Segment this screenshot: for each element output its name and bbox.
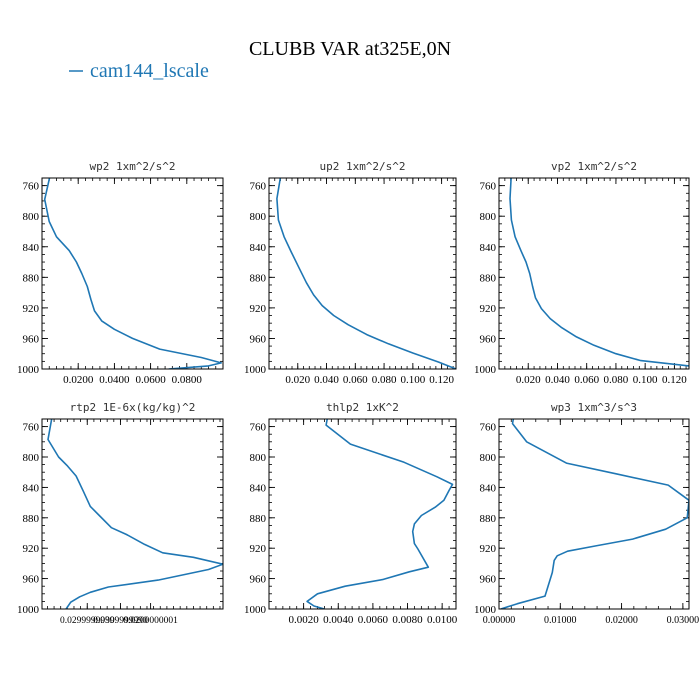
plot-frame [268, 418, 457, 610]
series-line [47, 419, 223, 609]
y-tick-label: 840 [23, 242, 40, 254]
x-tick-label: 0.0299999990 [60, 616, 115, 626]
y-tick-label: 760 [23, 181, 40, 193]
series-line [43, 178, 222, 369]
y-tick-label: 1000 [474, 364, 497, 376]
y-tick-label: 840 [23, 482, 40, 494]
y-tick-label: 880 [480, 272, 497, 284]
y-tick-label: 1000 [17, 604, 40, 616]
y-tick-label: 880 [250, 513, 267, 525]
x-tick-label: 0.0020 [289, 614, 320, 626]
plot-frame [498, 418, 690, 610]
y-tick-label: 960 [480, 574, 497, 586]
subplot-3: vp2 1xm^2/s^2 760 800 840 880 920 960 1000 0.020… [474, 160, 690, 386]
y-tick-label: 1000 [474, 604, 497, 616]
y-tick-label: 760 [480, 422, 497, 434]
x-tick-label: 0.020 [285, 374, 310, 386]
x-tick-label: 0.120 [662, 374, 687, 386]
x-tick-label: 0.00000 [483, 615, 516, 626]
x-tick-label: 0.100 [633, 374, 658, 386]
x-tick-label: 0.02000 [605, 615, 638, 626]
x-tick-label: 0.0600 [135, 374, 166, 386]
series-line [509, 178, 689, 367]
x-tick-label: 0.080 [604, 374, 629, 386]
y-tick-label: 840 [480, 482, 497, 494]
y-tick-label: 1000 [244, 604, 267, 616]
x-tick-label: 0.0100 [427, 614, 458, 626]
y-tick-label: 760 [250, 422, 267, 434]
y-tick-label: 920 [250, 543, 267, 555]
y-tick-label: 960 [250, 574, 267, 586]
legend-label: cam144_lscale [90, 60, 209, 82]
subplot-title: wp2 1xm^2/s^2 [89, 160, 175, 173]
x-tick-label: 0.040 [545, 374, 570, 386]
y-tick-label: 880 [480, 513, 497, 525]
subplot-title: wp3 1xm^3/s^3 [551, 401, 637, 414]
x-tick-label: 0.0200 [63, 374, 94, 386]
y-tick-label: 800 [480, 452, 497, 464]
y-tick-label: 760 [480, 181, 497, 193]
subplot-title: rtp2 1E-6x(kg/kg)^2 [70, 401, 196, 414]
y-tick-label: 800 [480, 211, 497, 223]
y-tick-label: 880 [23, 513, 40, 525]
y-tick-label: 920 [23, 303, 40, 315]
y-tick-label: 800 [23, 211, 40, 223]
x-tick-label: 0.060 [574, 374, 599, 386]
subplot-title: thlp2 1xK^2 [326, 401, 399, 414]
y-tick-label: 920 [480, 303, 497, 315]
x-tick-label: 0.0800 [172, 374, 203, 386]
x-tick-label: 0.03000 [667, 615, 700, 626]
y-tick-label: 920 [250, 303, 267, 315]
y-tick-label: 880 [250, 272, 267, 284]
x-tick-label: 0.120 [429, 374, 454, 386]
y-tick-label: 800 [23, 452, 40, 464]
figure-title: CLUBB VAR at325E,0N [249, 38, 451, 60]
plot-frame [41, 177, 224, 370]
legend: cam144_lscale [69, 60, 209, 82]
y-tick-label: 840 [250, 242, 267, 254]
plot-frame [41, 418, 224, 610]
x-tick-label: 0.020 [516, 374, 541, 386]
series-line [306, 419, 454, 609]
x-tick-label: 0.100 [400, 374, 425, 386]
y-tick-label: 1000 [17, 364, 40, 376]
x-tick-label: 0.01000 [544, 615, 577, 626]
y-tick-label: 920 [480, 543, 497, 555]
y-tick-label: 840 [250, 482, 267, 494]
x-tick-label: 0.0080 [392, 614, 423, 626]
plot-frame [498, 177, 690, 370]
y-tick-label: 920 [23, 543, 40, 555]
x-tick-label: 0.0060 [358, 614, 389, 626]
x-tick-label: 0.0200000001 [123, 616, 178, 626]
x-tick-label: 0.0399999990 [93, 616, 148, 626]
plot-frame [268, 177, 457, 370]
y-tick-label: 880 [23, 272, 40, 284]
subplot-grid: wp2 1xm^2/s^2 760 800 840 880 920 960 1000 0.020… [17, 160, 699, 626]
subplot-4: rtp2 1E-6x(kg/kg)^2 760 800 840 880 920 960 100… [17, 401, 224, 626]
x-tick-label: 0.060 [343, 374, 368, 386]
subplot-2: up2 1xm^2/s^2 760 800 840 880 920 960 1000 0.020… [244, 160, 457, 386]
y-tick-label: 800 [250, 452, 267, 464]
y-tick-label: 960 [23, 333, 40, 345]
series-line [276, 178, 456, 369]
series-line [500, 419, 689, 609]
x-tick-label: 0.080 [372, 374, 397, 386]
subplot-1: wp2 1xm^2/s^2 760 800 840 880 920 960 1000 0.020… [17, 160, 224, 386]
y-tick-label: 800 [250, 211, 267, 223]
subplot-title: up2 1xm^2/s^2 [319, 160, 405, 173]
y-tick-label: 960 [23, 574, 40, 586]
x-tick-label: 0.0040 [323, 614, 354, 626]
subplot-6: wp3 1xm^3/s^3 760 800 840 880 920 960 10000.000… [474, 401, 699, 626]
y-tick-label: 960 [480, 333, 497, 345]
y-tick-label: 1000 [244, 364, 267, 376]
y-tick-label: 840 [480, 242, 497, 254]
x-tick-label: 0.0400 [99, 374, 130, 386]
subplot-title: vp2 1xm^2/s^2 [551, 160, 637, 173]
y-tick-label: 760 [250, 181, 267, 193]
y-tick-label: 760 [23, 422, 40, 434]
y-tick-label: 960 [250, 333, 267, 345]
x-tick-label: 0.040 [314, 374, 339, 386]
